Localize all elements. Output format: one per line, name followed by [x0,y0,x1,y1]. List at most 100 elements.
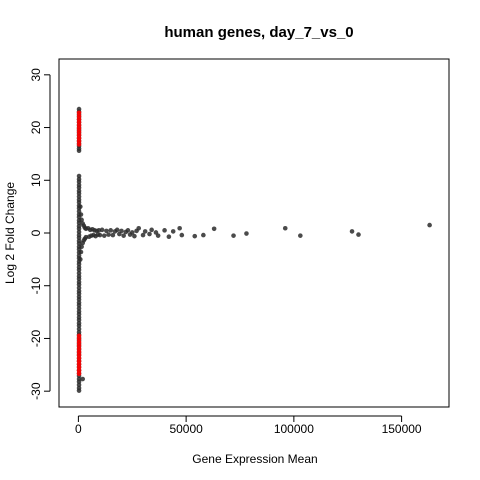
data-points [76,106,432,393]
data-point-significant [76,132,82,138]
data-point-significant [76,365,82,370]
data-point [170,229,176,234]
data-point [179,232,185,238]
data-point [76,220,82,226]
x-axis: 0 50000 100000 150000 [75,415,422,436]
x-tick-label: 50000 [169,422,203,436]
data-point-significant [76,346,82,351]
data-point-significant [76,116,82,122]
data-point [106,232,111,237]
data-point [76,291,82,296]
data-point [76,311,82,317]
data-point [108,228,114,233]
data-point [142,229,148,234]
data-point [76,261,82,267]
y-tick-label: 30 [29,68,43,82]
data-point [201,232,206,238]
data-point [76,148,82,154]
data-point-significant [76,371,82,377]
y-tick-label: -20 [29,329,43,347]
data-point-significant [76,129,82,135]
data-point [76,267,82,273]
data-point [162,228,167,233]
x-tick-label: 100000 [274,422,314,436]
data-point [76,241,82,246]
data-point-significant [76,113,82,119]
data-point-significant [76,358,82,364]
data-point [76,191,82,196]
y-axis-label: Log 2 Fold Change [3,182,17,284]
plot-area [58,58,450,408]
data-point-significant [76,361,82,367]
data-point [298,233,303,238]
data-point-significant [76,355,82,361]
data-point [166,234,172,239]
data-point [140,232,146,238]
data-point [211,226,217,232]
data-point [129,230,135,235]
data-point-significant [76,339,82,345]
x-axis-label: Gene Expression Mean [192,452,317,466]
data-point [78,204,83,209]
data-point [76,226,82,232]
y-tick-label: 0 [29,229,43,236]
data-point [136,225,142,231]
y-tick-label: 20 [29,121,43,135]
data-point [132,233,137,239]
data-point-significant [76,123,82,128]
data-point [149,227,154,233]
data-point [76,323,82,329]
data-point-significant [76,110,82,116]
data-point [244,231,249,236]
data-point [76,235,82,241]
data-point-significant [76,349,82,354]
data-point [76,379,82,384]
data-point [76,185,82,190]
data-point [76,200,82,205]
data-point [155,233,161,238]
data-point [76,382,82,388]
y-tick-label: -30 [29,382,43,400]
data-point [79,217,84,223]
data-point [78,212,84,217]
data-point [147,231,152,237]
chart-title: human genes, day_7_vs_0 [164,24,353,41]
data-point [76,297,82,302]
data-point-significant [76,135,82,141]
data-point [101,233,107,238]
data-point [349,229,355,234]
data-point-significant [76,336,82,342]
y-tick-label: -10 [29,277,43,295]
data-point-significant [76,333,82,339]
data-point-significant [76,368,82,373]
data-point [356,232,361,237]
data-point [76,270,82,276]
x-tick-label: 150000 [382,422,422,436]
data-point [76,326,82,332]
data-point [76,285,82,291]
data-point [104,228,109,234]
data-point-significant [76,142,82,147]
data-point [125,228,131,233]
data-point [121,233,126,238]
data-point-significant [76,352,82,358]
data-point [114,227,120,233]
data-point [99,227,105,233]
data-point [76,317,82,323]
data-point [231,233,236,238]
data-point [78,257,83,262]
data-point [76,179,82,185]
data-point [76,282,82,287]
data-point [78,249,84,255]
data-point [192,233,198,239]
data-point [76,173,82,179]
y-tick-label: 10 [29,173,43,187]
data-point [76,194,82,199]
data-point [80,376,85,382]
data-point-significant [76,119,82,125]
data-point [110,232,116,238]
y-axis: -30 -20 -10 0 10 20 30 [29,68,51,400]
data-point-significant [76,343,82,348]
data-point [427,222,432,228]
